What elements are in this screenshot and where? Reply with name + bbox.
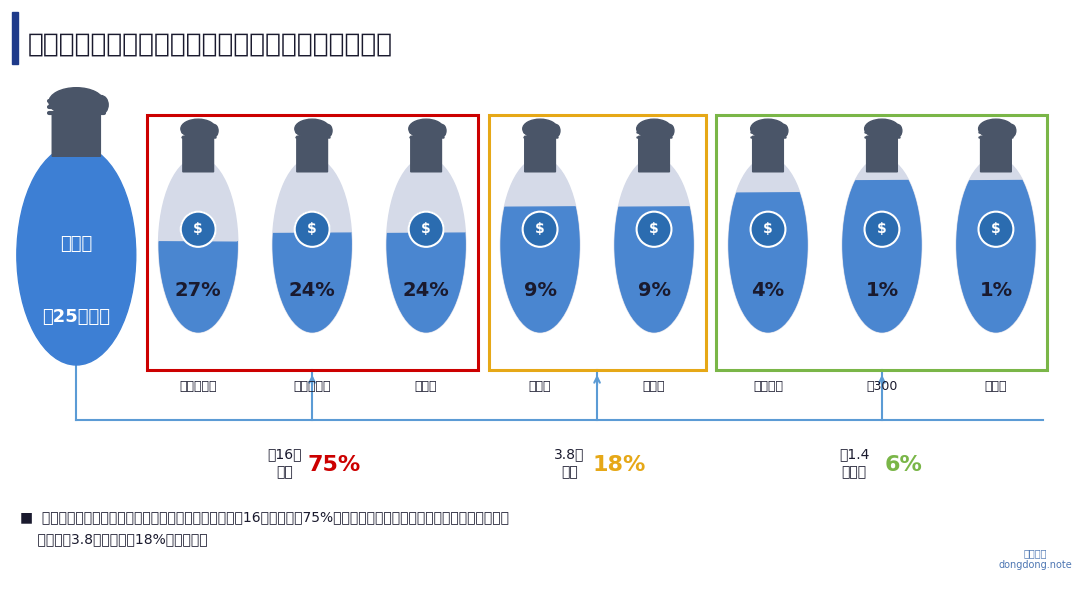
Text: $: $ [764, 222, 773, 236]
Ellipse shape [552, 125, 559, 137]
Text: 车置宝: 车置宝 [643, 380, 665, 393]
Ellipse shape [180, 119, 216, 138]
Ellipse shape [295, 119, 329, 138]
Polygon shape [387, 233, 465, 333]
Text: 24%: 24% [403, 281, 449, 300]
Circle shape [408, 211, 444, 247]
Ellipse shape [615, 157, 693, 333]
Ellipse shape [159, 157, 238, 333]
Text: 天天拍车: 天天拍车 [753, 380, 783, 393]
Text: $: $ [991, 222, 1001, 236]
Text: 瓜子二手车: 瓜子二手车 [179, 380, 217, 393]
FancyBboxPatch shape [638, 135, 670, 172]
Text: 约16亿
美元: 约16亿 美元 [267, 447, 301, 479]
Ellipse shape [893, 125, 902, 137]
Ellipse shape [728, 157, 808, 333]
Ellipse shape [637, 119, 672, 138]
Text: 24%: 24% [288, 281, 336, 300]
Bar [488, 115, 705, 370]
FancyBboxPatch shape [183, 135, 214, 172]
Text: $: $ [536, 222, 545, 236]
Ellipse shape [751, 119, 785, 138]
Polygon shape [615, 207, 693, 333]
FancyBboxPatch shape [866, 135, 897, 172]
Text: 1%: 1% [865, 281, 899, 300]
Text: $: $ [877, 222, 887, 236]
Text: ■  资本投资集中瓜子、优信、大搜车三大平台，总投资约16亿美元，占75%的投资额；其次人人车、车置宝位于第二阵营，: ■ 资本投资集中瓜子、优信、大搜车三大平台，总投资约16亿美元，占75%的投资额… [19, 510, 509, 524]
FancyBboxPatch shape [410, 135, 442, 172]
Text: 优信二手车: 优信二手车 [294, 380, 330, 393]
Circle shape [295, 211, 329, 247]
Polygon shape [728, 192, 808, 333]
Ellipse shape [780, 125, 788, 137]
Circle shape [978, 211, 1013, 247]
Polygon shape [159, 242, 238, 333]
Text: 车300: 车300 [866, 380, 897, 393]
Ellipse shape [437, 125, 446, 137]
Text: 6%: 6% [885, 455, 922, 475]
Polygon shape [272, 233, 352, 333]
Polygon shape [842, 180, 921, 333]
Text: $: $ [193, 222, 203, 236]
Bar [12, 12, 18, 64]
FancyBboxPatch shape [980, 135, 1012, 172]
Ellipse shape [210, 125, 218, 137]
Text: 9%: 9% [524, 281, 556, 300]
FancyBboxPatch shape [296, 135, 328, 172]
Bar [147, 115, 477, 370]
Text: $: $ [421, 222, 431, 236]
Text: 27%: 27% [175, 281, 221, 300]
Polygon shape [956, 180, 1036, 333]
Circle shape [864, 211, 900, 247]
Ellipse shape [324, 125, 332, 137]
Ellipse shape [94, 96, 108, 114]
Text: 约1.4
亿美元: 约1.4 亿美元 [839, 447, 869, 479]
Text: 1%: 1% [980, 281, 1012, 300]
FancyBboxPatch shape [752, 135, 784, 172]
Ellipse shape [1008, 125, 1016, 137]
Text: 9%: 9% [637, 281, 671, 300]
Ellipse shape [17, 145, 136, 365]
Text: 大搜车: 大搜车 [415, 380, 437, 393]
Ellipse shape [665, 125, 674, 137]
Circle shape [523, 211, 557, 247]
Ellipse shape [409, 119, 444, 138]
Text: 约25亿美元: 约25亿美元 [42, 308, 110, 326]
Ellipse shape [842, 157, 921, 333]
Text: 75%: 75% [308, 455, 361, 475]
Circle shape [751, 211, 785, 247]
Text: 人人车: 人人车 [529, 380, 551, 393]
Circle shape [636, 211, 672, 247]
FancyBboxPatch shape [52, 111, 102, 157]
Ellipse shape [523, 119, 557, 138]
Ellipse shape [978, 119, 1013, 138]
Text: $: $ [649, 222, 659, 236]
Text: 4%: 4% [752, 281, 784, 300]
Text: 3.8亿
美元: 3.8亿 美元 [554, 447, 584, 479]
Ellipse shape [956, 157, 1036, 333]
Text: 总投资额3.8亿美元，占18%的投资额。: 总投资额3.8亿美元，占18%的投资额。 [19, 532, 207, 546]
Text: 资本集中在头部企业，整个二手车电商市场马太效应: 资本集中在头部企业，整个二手车电商市场马太效应 [28, 32, 393, 58]
Text: 18%: 18% [592, 455, 646, 475]
Circle shape [180, 211, 216, 247]
Text: 董董笔记
dongdong.note: 董董笔记 dongdong.note [999, 548, 1072, 570]
Ellipse shape [865, 119, 900, 138]
Text: $: $ [308, 222, 318, 236]
Ellipse shape [272, 157, 352, 333]
Ellipse shape [387, 157, 465, 333]
FancyBboxPatch shape [524, 135, 556, 172]
Text: 二手车: 二手车 [60, 235, 93, 253]
Bar [716, 115, 1048, 370]
Text: 迈迈车: 迈迈车 [985, 380, 1008, 393]
Polygon shape [500, 207, 580, 333]
Ellipse shape [49, 88, 104, 116]
Ellipse shape [500, 157, 580, 333]
